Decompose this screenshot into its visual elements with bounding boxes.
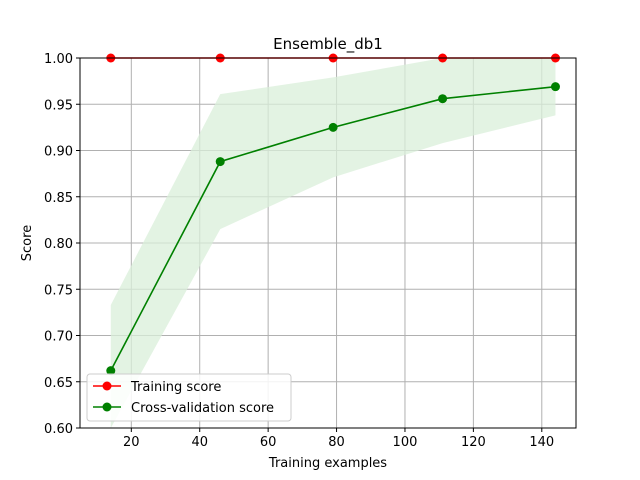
x-tick-label: 100	[393, 435, 418, 450]
x-axis-ticks: 20 40 60 80 100 120 140	[123, 428, 554, 450]
point-cross-validation	[328, 122, 338, 132]
legend-label-training: Training score	[130, 380, 221, 395]
y-tick-label: 1.00	[44, 52, 73, 67]
y-axis-label: Score	[20, 225, 35, 261]
chart-title: Ensemble_db1	[273, 35, 383, 54]
point-cross-validation	[438, 94, 448, 104]
x-tick-label: 40	[191, 435, 208, 450]
band-cross-validation	[110, 58, 556, 428]
y-tick-label: 0.85	[44, 191, 73, 206]
x-tick-label: 140	[529, 435, 554, 450]
legend-marker-training	[102, 381, 112, 391]
y-tick-label: 0.60	[44, 422, 73, 437]
legend: Training score Cross-validation score	[86, 373, 292, 422]
point-cross-validation	[106, 366, 116, 376]
y-tick-label: 0.70	[44, 330, 73, 345]
x-tick-label: 20	[123, 435, 140, 450]
x-axis-label: Training examples	[268, 456, 387, 471]
x-tick-label: 80	[328, 435, 345, 450]
point-cross-validation	[215, 157, 225, 167]
y-tick-label: 0.95	[44, 98, 73, 113]
y-tick-label: 0.75	[44, 283, 73, 298]
x-tick-label: 120	[461, 435, 486, 450]
legend-box	[86, 373, 292, 422]
legend-label-cross-validation: Cross-validation score	[131, 401, 274, 416]
y-tick-label: 0.80	[44, 237, 73, 252]
point-cross-validation	[550, 82, 560, 92]
y-tick-label: 0.90	[44, 145, 73, 160]
y-axis-ticks: 0.60 0.65 0.70 0.75 0.80 0.85 0.90 0.95 1.00	[44, 52, 80, 437]
legend-marker-cross-validation	[102, 402, 112, 412]
y-tick-label: 0.65	[44, 376, 73, 391]
score-bands	[110, 58, 556, 428]
x-tick-label: 60	[260, 435, 277, 450]
